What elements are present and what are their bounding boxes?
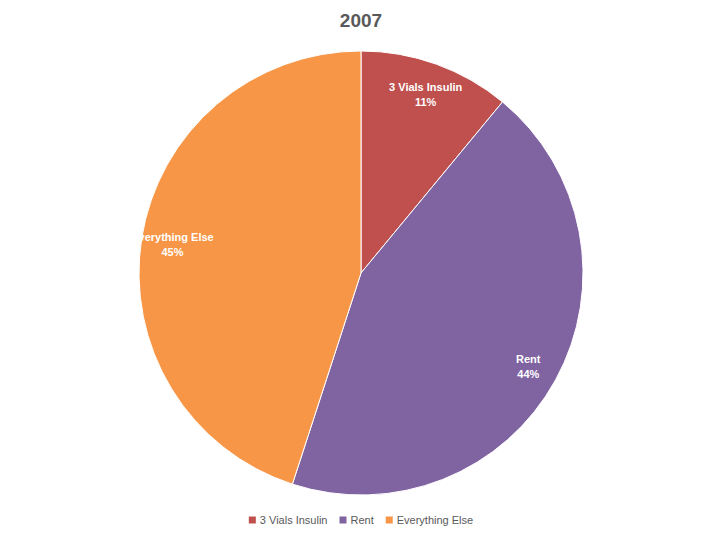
data-label-value: 11% [415, 96, 437, 108]
legend-swatch [249, 517, 256, 524]
title: 2007 [340, 10, 382, 31]
legend-label: Everything Else [397, 514, 473, 526]
legend-swatch [339, 517, 346, 524]
legend: 3 Vials Insulin Rent Everything Else [249, 514, 473, 526]
data-label-category: Everything Else [131, 231, 214, 243]
legend-item: Everything Else [386, 514, 473, 526]
pie [139, 51, 583, 495]
legend-item: 3 Vials Insulin [249, 514, 328, 526]
legend-swatch [386, 517, 393, 524]
data-label: Everything Else 45% [131, 231, 214, 258]
data-label-value: 44% [517, 368, 539, 380]
data-label-category: Rent [516, 353, 541, 365]
data-label: 3 Vials Insulin 11% [389, 81, 462, 108]
data-label-value: 45% [161, 246, 183, 258]
data-labels: 3 Vials Insulin 11% Rent 44% Everything Else… [131, 81, 541, 379]
slice [139, 51, 361, 484]
legend-label: Rent [350, 514, 373, 526]
chart: 2007 3 Vials Insulin 11% Rent 44% Everything … [0, 0, 722, 541]
data-label-category: 3 Vials Insulin [389, 81, 462, 93]
legend-item: Rent [339, 514, 373, 526]
data-label: Rent 44% [516, 353, 541, 380]
legend-label: 3 Vials Insulin [260, 514, 328, 526]
